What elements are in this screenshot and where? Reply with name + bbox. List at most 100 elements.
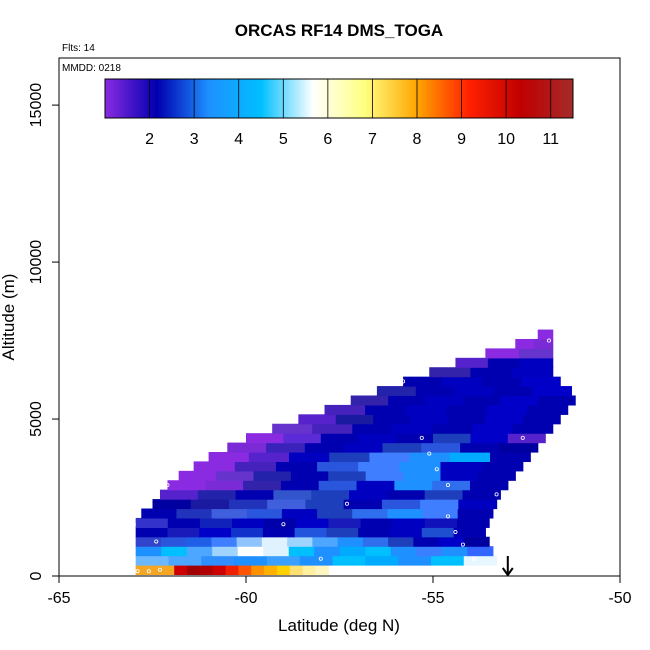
heatmap-cell (232, 517, 265, 528)
y-tick-label: 5000 (28, 401, 45, 437)
sample-point (427, 451, 432, 456)
heatmap-cell (487, 357, 521, 368)
heatmap-cell (409, 451, 451, 463)
heatmap-cell (186, 536, 213, 547)
heatmap-cell (305, 499, 345, 510)
heatmap-cell (248, 451, 290, 463)
heatmap-cell (421, 527, 455, 538)
sample-point (318, 556, 323, 561)
heatmap-cell (174, 565, 188, 576)
heatmap-cell (422, 508, 459, 519)
heatmap-cell (420, 499, 459, 510)
heatmap-cell (462, 395, 501, 406)
heatmap-cell (472, 423, 514, 434)
heatmap-cell (199, 565, 214, 576)
heatmap-cell (537, 329, 554, 340)
colorbar-tick-label: 9 (457, 131, 466, 148)
y-tick-label: 10000 (28, 240, 45, 285)
heatmap-cell (243, 480, 282, 491)
heatmap-cell (470, 433, 509, 444)
heatmap-cell (167, 480, 206, 491)
heatmap-cell (493, 386, 534, 397)
sample-point (546, 338, 551, 343)
heatmap-cell (362, 536, 389, 547)
heatmap-cell (485, 414, 524, 425)
heatmap-cell (442, 376, 483, 387)
heatmap-cell (438, 536, 465, 547)
heatmap-cell (433, 433, 471, 444)
heatmap-cell (312, 536, 339, 547)
heatmap-cell (228, 499, 268, 510)
heatmap-cell (432, 480, 471, 491)
heatmap-cell (199, 527, 232, 538)
heatmap-cell (193, 461, 236, 472)
heatmap-cell (399, 461, 442, 472)
heatmap-cell (289, 565, 304, 576)
heatmap-cell (463, 555, 498, 566)
heatmap-cell (135, 536, 162, 547)
heatmap-cell (317, 508, 353, 519)
heatmap-cell (287, 536, 313, 547)
heatmap-cell (343, 442, 384, 453)
colorbar-tick-label: 10 (497, 131, 515, 148)
x-axis-label: Latitude (deg N) (278, 616, 400, 635)
arrow-head (501, 567, 514, 577)
sample-point (131, 522, 136, 527)
heatmap-cell (211, 536, 238, 547)
heatmap-cell (522, 414, 561, 425)
sample-point (281, 522, 286, 527)
heatmap-cell (449, 451, 491, 463)
heatmap-cell (235, 489, 275, 500)
heatmap-cell (167, 527, 200, 538)
heatmap-cell (365, 546, 392, 557)
heatmap-cell (520, 376, 561, 387)
heatmap-cell (460, 442, 500, 453)
heatmap-cell (467, 546, 494, 557)
heatmap-cell (311, 489, 350, 500)
heatmap-cell (135, 546, 162, 557)
heatmap-cell (507, 433, 546, 444)
heatmap-cell (447, 414, 486, 425)
flights-label: Flts: 14 (62, 43, 95, 54)
sample-markers (131, 338, 581, 574)
heatmap-cell (537, 395, 576, 406)
heatmap-cell (135, 555, 170, 566)
arrow-marker (501, 556, 514, 577)
heatmap-cell (148, 565, 162, 576)
heatmap-cell (135, 517, 169, 528)
heatmap-cell (498, 442, 539, 453)
heatmap-cell (358, 433, 397, 444)
heatmap-cell (253, 470, 292, 481)
heatmap-cell (462, 489, 501, 500)
heatmap-cell (328, 470, 367, 481)
y-axis-label: Altitude (m) (0, 274, 18, 361)
heatmap-cell (315, 565, 329, 576)
heatmap-cell (318, 480, 358, 491)
heatmap-cell (454, 386, 495, 397)
heatmap-cell (267, 499, 307, 510)
heatmap-cell (216, 470, 255, 481)
heatmap-cell (352, 423, 393, 434)
heatmap-cell (425, 395, 464, 406)
heatmap-cell (365, 470, 404, 481)
heatmap-cell (304, 442, 345, 453)
heatmap-cell (264, 517, 297, 528)
heatmap-cell (386, 489, 426, 500)
heatmap-cell (161, 565, 175, 576)
heatmap-cell (227, 442, 267, 453)
heatmap-cell (532, 386, 572, 397)
heatmap-cell (376, 386, 417, 397)
heatmap-cell (280, 480, 320, 491)
heatmap-cell (283, 433, 322, 444)
colorbar-tick-label: 4 (234, 131, 243, 148)
heatmap-cell (395, 433, 434, 444)
heatmap-cell (440, 461, 483, 472)
heatmap-cell (273, 489, 312, 500)
y-tick-label: 15000 (28, 83, 45, 128)
heatmap-cell (329, 451, 371, 463)
heatmap-cell (335, 414, 374, 425)
heatmap-cell (251, 565, 265, 576)
heatmap-cell (266, 442, 306, 453)
heatmap-cell (190, 499, 230, 510)
heatmap-cell (403, 376, 443, 387)
